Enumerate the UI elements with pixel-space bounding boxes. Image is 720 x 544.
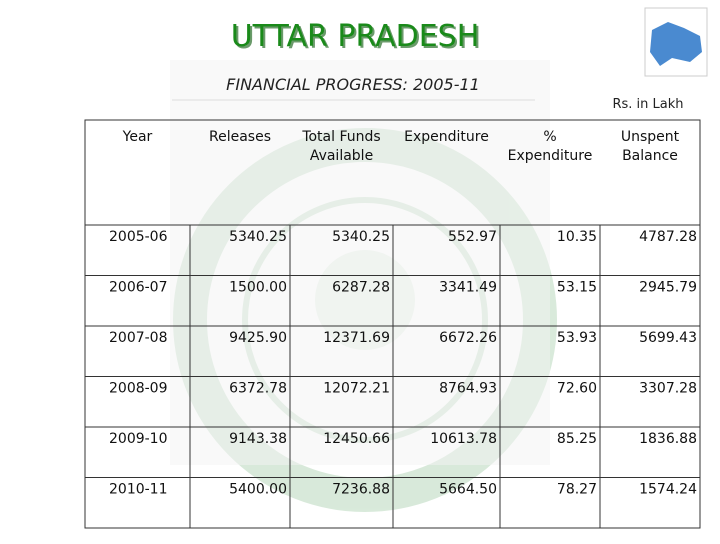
value-cell: 5340.25 (332, 229, 390, 245)
value-cell: 4787.28 (639, 229, 697, 245)
value-cell: 9143.38 (229, 431, 287, 447)
value-cell: 12072.21 (323, 381, 390, 397)
column-header: Unspent Balance (621, 129, 680, 164)
value-cell: 7236.88 (332, 482, 390, 498)
unit-note: Rs. in Lakh (612, 97, 683, 112)
backdrop (170, 60, 550, 465)
value-cell: 53.15 (557, 280, 597, 296)
value-cell: 9425.90 (229, 330, 287, 346)
column-header: Total Funds Available (301, 129, 380, 164)
title-shadow: UTTAR PRADESH (233, 21, 482, 56)
year-cell: 2010-11 (109, 482, 168, 498)
value-cell: 5664.50 (439, 482, 497, 498)
year-cell: 2006-07 (109, 280, 168, 296)
subtitle: FINANCIAL PROGRESS: 2005-11 (226, 75, 480, 94)
value-cell: 2945.79 (639, 280, 697, 296)
value-cell: 6372.78 (229, 381, 287, 397)
value-cell: 3341.49 (439, 280, 497, 296)
value-cell: 6287.28 (332, 280, 390, 296)
value-cell: 8764.93 (439, 381, 497, 397)
value-cell: 10613.78 (430, 431, 497, 447)
value-cell: 85.25 (557, 431, 597, 447)
value-cell: 5699.43 (639, 330, 697, 346)
value-cell: 5400.00 (229, 482, 287, 498)
value-cell: 1574.24 (639, 482, 697, 498)
column-header: Expenditure (404, 129, 489, 145)
value-cell: 5340.25 (229, 229, 287, 245)
value-cell: 3307.28 (639, 381, 697, 397)
value-cell: 6672.26 (439, 330, 497, 346)
title: UTTAR PRADESH (231, 19, 480, 54)
value-cell: 1500.00 (229, 280, 287, 296)
year-cell: 2008-09 (109, 381, 168, 397)
year-cell: 2005-06 (109, 229, 168, 245)
column-header: % Expenditure (508, 129, 593, 164)
value-cell: 12371.69 (323, 330, 390, 346)
year-cell: 2009-10 (109, 431, 168, 447)
value-cell: 78.27 (557, 482, 597, 498)
value-cell: 552.97 (448, 229, 497, 245)
value-cell: 10.35 (557, 229, 597, 245)
value-cell: 1836.88 (639, 431, 697, 447)
column-header: Releases (209, 129, 271, 145)
year-cell: 2007-08 (109, 330, 168, 346)
value-cell: 12450.66 (323, 431, 390, 447)
table: Year Releases Total Funds Available Expendit… (84, 119, 701, 529)
value-cell: 72.60 (557, 381, 597, 397)
value-cell: 53.93 (557, 330, 597, 346)
column-header: Year (122, 129, 153, 145)
state-map-icon (644, 7, 708, 77)
